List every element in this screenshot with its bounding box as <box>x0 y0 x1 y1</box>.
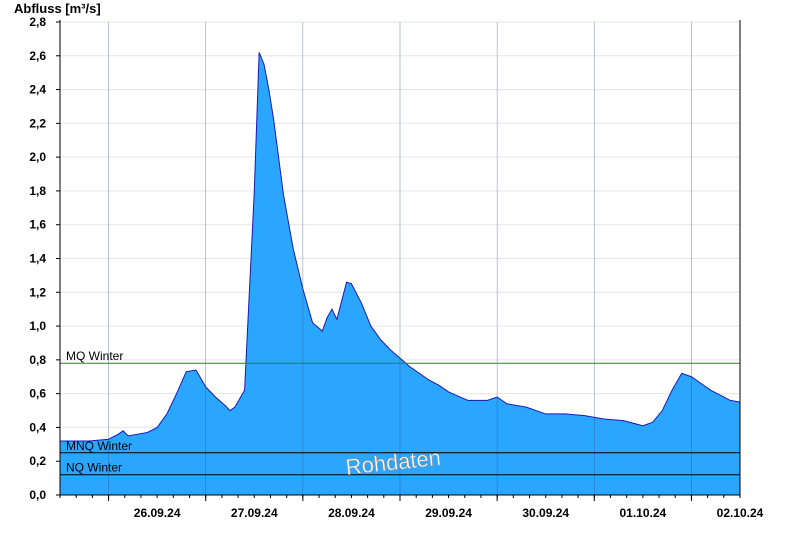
y-tick-label: 1,8 <box>29 184 46 198</box>
y-tick-label: 0,4 <box>29 420 46 434</box>
y-tick-label: 0,2 <box>29 454 46 468</box>
y-tick-label: 0,8 <box>29 353 46 367</box>
x-tick-label: 26.09.24 <box>134 506 181 520</box>
y-axis-label: Abfluss [m³/s] <box>14 1 101 16</box>
reference-lines: MQ Winter MNQ Winter NQ Winter <box>60 349 740 476</box>
y-tick-label: 0,0 <box>29 488 46 502</box>
y-tick-label: 1,0 <box>29 319 46 333</box>
x-tick-label: 30.09.24 <box>522 506 569 520</box>
y-tick-label: 2,2 <box>29 116 46 130</box>
y-tick-label: 2,8 <box>29 15 46 29</box>
y-tick-label: 2,4 <box>29 83 46 97</box>
x-tick-label: 29.09.24 <box>425 506 472 520</box>
y-tick-label: 2,6 <box>29 49 46 63</box>
x-tick-label: 27.09.24 <box>231 506 278 520</box>
y-tick-labels: 0,0 0,2 0,4 0,6 0,8 1,0 1,2 1,4 1,6 1,8 2,0 2,2 2,4 2… <box>29 15 46 502</box>
day-gridlines <box>108 22 692 495</box>
y-tick-label: 2,0 <box>29 150 46 164</box>
reference-line-label: MNQ Winter <box>66 439 132 453</box>
y-tick-label: 1,6 <box>29 218 46 232</box>
y-tick-label: 1,2 <box>29 285 46 299</box>
y-tick-label: 1,4 <box>29 252 46 266</box>
x-tick-label: 01.10.24 <box>619 506 666 520</box>
reference-line-label: NQ Winter <box>66 461 122 475</box>
reference-line-label: MQ Winter <box>66 349 123 363</box>
y-tick-label: 0,6 <box>29 387 46 401</box>
x-tick-label: 02.10.24 <box>717 506 764 520</box>
x-tick-label: 28.09.24 <box>328 506 375 520</box>
x-tick-labels: 26.09.24 27.09.24 28.09.24 29.09.24 30.09.24… <box>134 506 764 520</box>
axes <box>56 20 741 501</box>
discharge-line <box>60 52 741 442</box>
